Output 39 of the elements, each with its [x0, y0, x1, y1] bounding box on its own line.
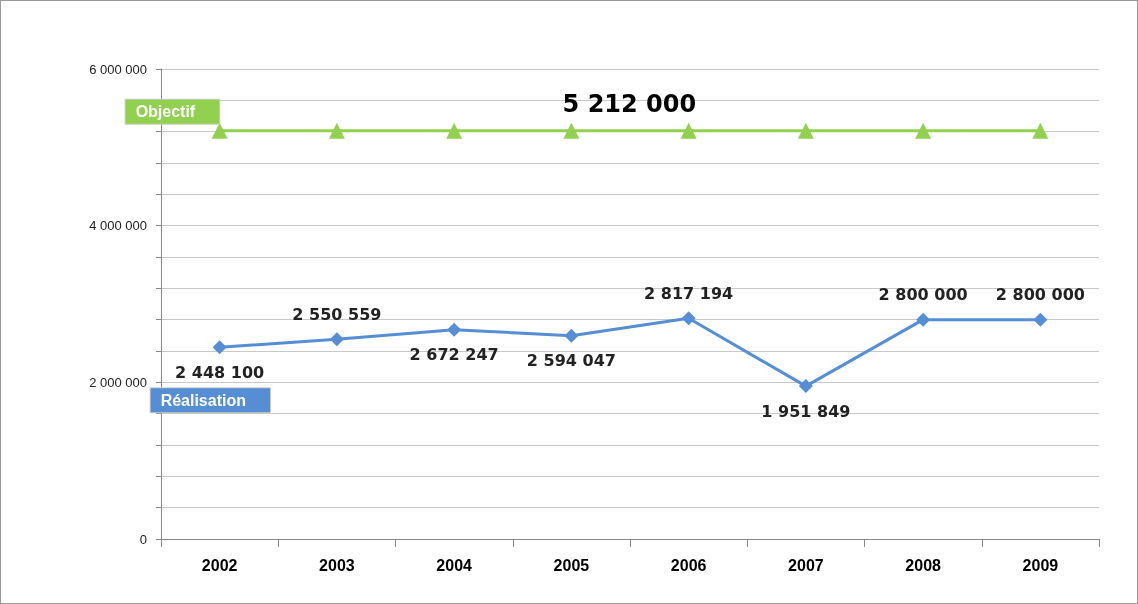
- x-tick-label: 2004: [436, 556, 473, 574]
- point: [563, 122, 580, 139]
- data-label: 2 800 000: [878, 285, 968, 305]
- data-label: 2 448 100: [175, 362, 265, 382]
- y-tick-label: 0: [139, 531, 147, 547]
- x-tick-label: 2005: [553, 556, 590, 574]
- point: [446, 122, 463, 139]
- x-tick-label: 2008: [905, 556, 942, 574]
- data-label: 2 594 047: [526, 351, 616, 371]
- x-tick-label: 2002: [201, 556, 238, 574]
- point: [915, 122, 932, 139]
- data-label: 2 817 194: [644, 283, 734, 303]
- data-label: 2 672 247: [409, 345, 499, 365]
- point: [329, 332, 344, 347]
- point: [564, 328, 579, 343]
- point: [212, 340, 227, 355]
- point: [328, 122, 345, 139]
- point: [1032, 122, 1049, 139]
- x-tick-label: 2006: [670, 556, 707, 574]
- x-tick-label: 2007: [788, 556, 824, 574]
- y-tick-label: 4 000 000: [89, 218, 147, 234]
- point: [916, 312, 931, 327]
- text: Réalisation: [160, 391, 246, 409]
- data-label: 2 800 000: [995, 285, 1085, 305]
- x-tick-label: 2009: [1022, 556, 1059, 574]
- point: [680, 122, 697, 139]
- x-tick-label: 2003: [319, 556, 355, 574]
- point: [681, 311, 696, 326]
- point: [447, 322, 462, 337]
- point: [211, 122, 228, 139]
- y-tick-label: 6 000 000: [89, 61, 147, 77]
- series-label: Objectif: [135, 103, 196, 121]
- y-tick-label: 2 000 000: [89, 374, 147, 390]
- point: [797, 122, 814, 139]
- data-label: 1 951 849: [761, 401, 851, 421]
- point: [798, 379, 813, 394]
- point: [1033, 312, 1048, 327]
- data-label: 2 550 559: [292, 304, 382, 324]
- data-label: 5 212 000: [562, 89, 697, 118]
